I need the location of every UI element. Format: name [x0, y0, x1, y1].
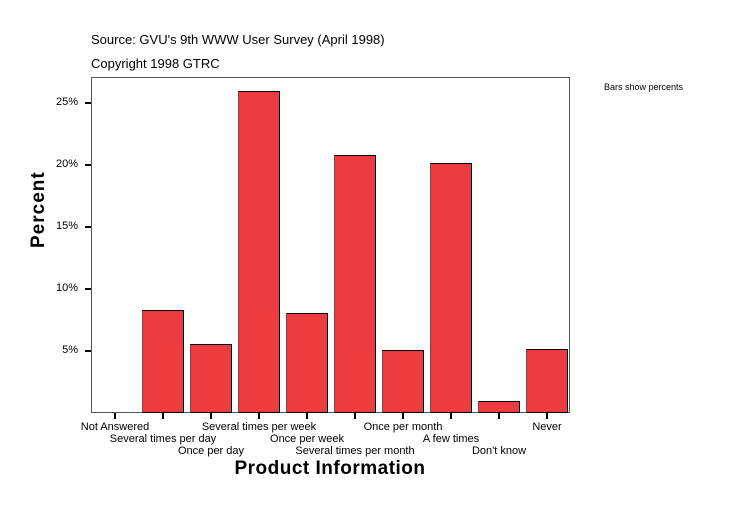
x-tick: [258, 413, 260, 419]
x-tick-label: Never: [532, 421, 562, 433]
x-tick-label: Several times per week: [201, 421, 317, 433]
copyright-text: Copyright 1998 GTRC: [91, 56, 220, 71]
legend-note: Bars show percents: [604, 82, 684, 92]
x-tick: [306, 413, 308, 419]
x-tick-label: Not Answered: [80, 421, 150, 433]
y-tick-label: 25%: [55, 96, 78, 108]
bar: [286, 312, 328, 413]
bar: [334, 155, 376, 413]
x-tick-label: Once per week: [270, 433, 344, 445]
x-tick: [546, 413, 548, 419]
x-tick-label: Don't know: [471, 445, 527, 457]
y-tick-label: 5%: [62, 344, 78, 356]
bar: [430, 162, 472, 413]
x-axis-title: Product Information: [234, 458, 426, 479]
x-tick-label: Several times per day: [109, 433, 217, 445]
bar: [478, 400, 520, 413]
bar: [190, 343, 232, 413]
y-tick: [85, 164, 91, 166]
x-tick: [162, 413, 164, 419]
x-tick: [450, 413, 452, 419]
y-tick-label: 20%: [55, 158, 78, 170]
x-tick-label: A few times: [422, 433, 480, 445]
y-tick: [85, 226, 91, 228]
x-tick-label: Once per month: [363, 421, 443, 433]
bar: [238, 90, 280, 413]
x-tick: [210, 413, 212, 419]
bar: [382, 349, 424, 413]
x-tick: [114, 413, 116, 419]
y-axis-title: Percent: [28, 171, 49, 248]
x-tick: [354, 413, 356, 419]
bar: [142, 310, 184, 413]
y-tick: [85, 102, 91, 104]
x-tick: [402, 413, 404, 419]
y-tick-label: 10%: [55, 282, 78, 294]
bar: [526, 348, 568, 413]
y-tick: [85, 350, 91, 352]
x-tick: [498, 413, 500, 419]
y-tick: [85, 288, 91, 290]
y-tick-label: 15%: [55, 220, 78, 232]
x-tick-label: Once per day: [177, 445, 245, 457]
source-text: Source: GVU's 9th WWW User Survey (April…: [91, 32, 385, 47]
x-tick-label: Several times per month: [295, 445, 415, 457]
